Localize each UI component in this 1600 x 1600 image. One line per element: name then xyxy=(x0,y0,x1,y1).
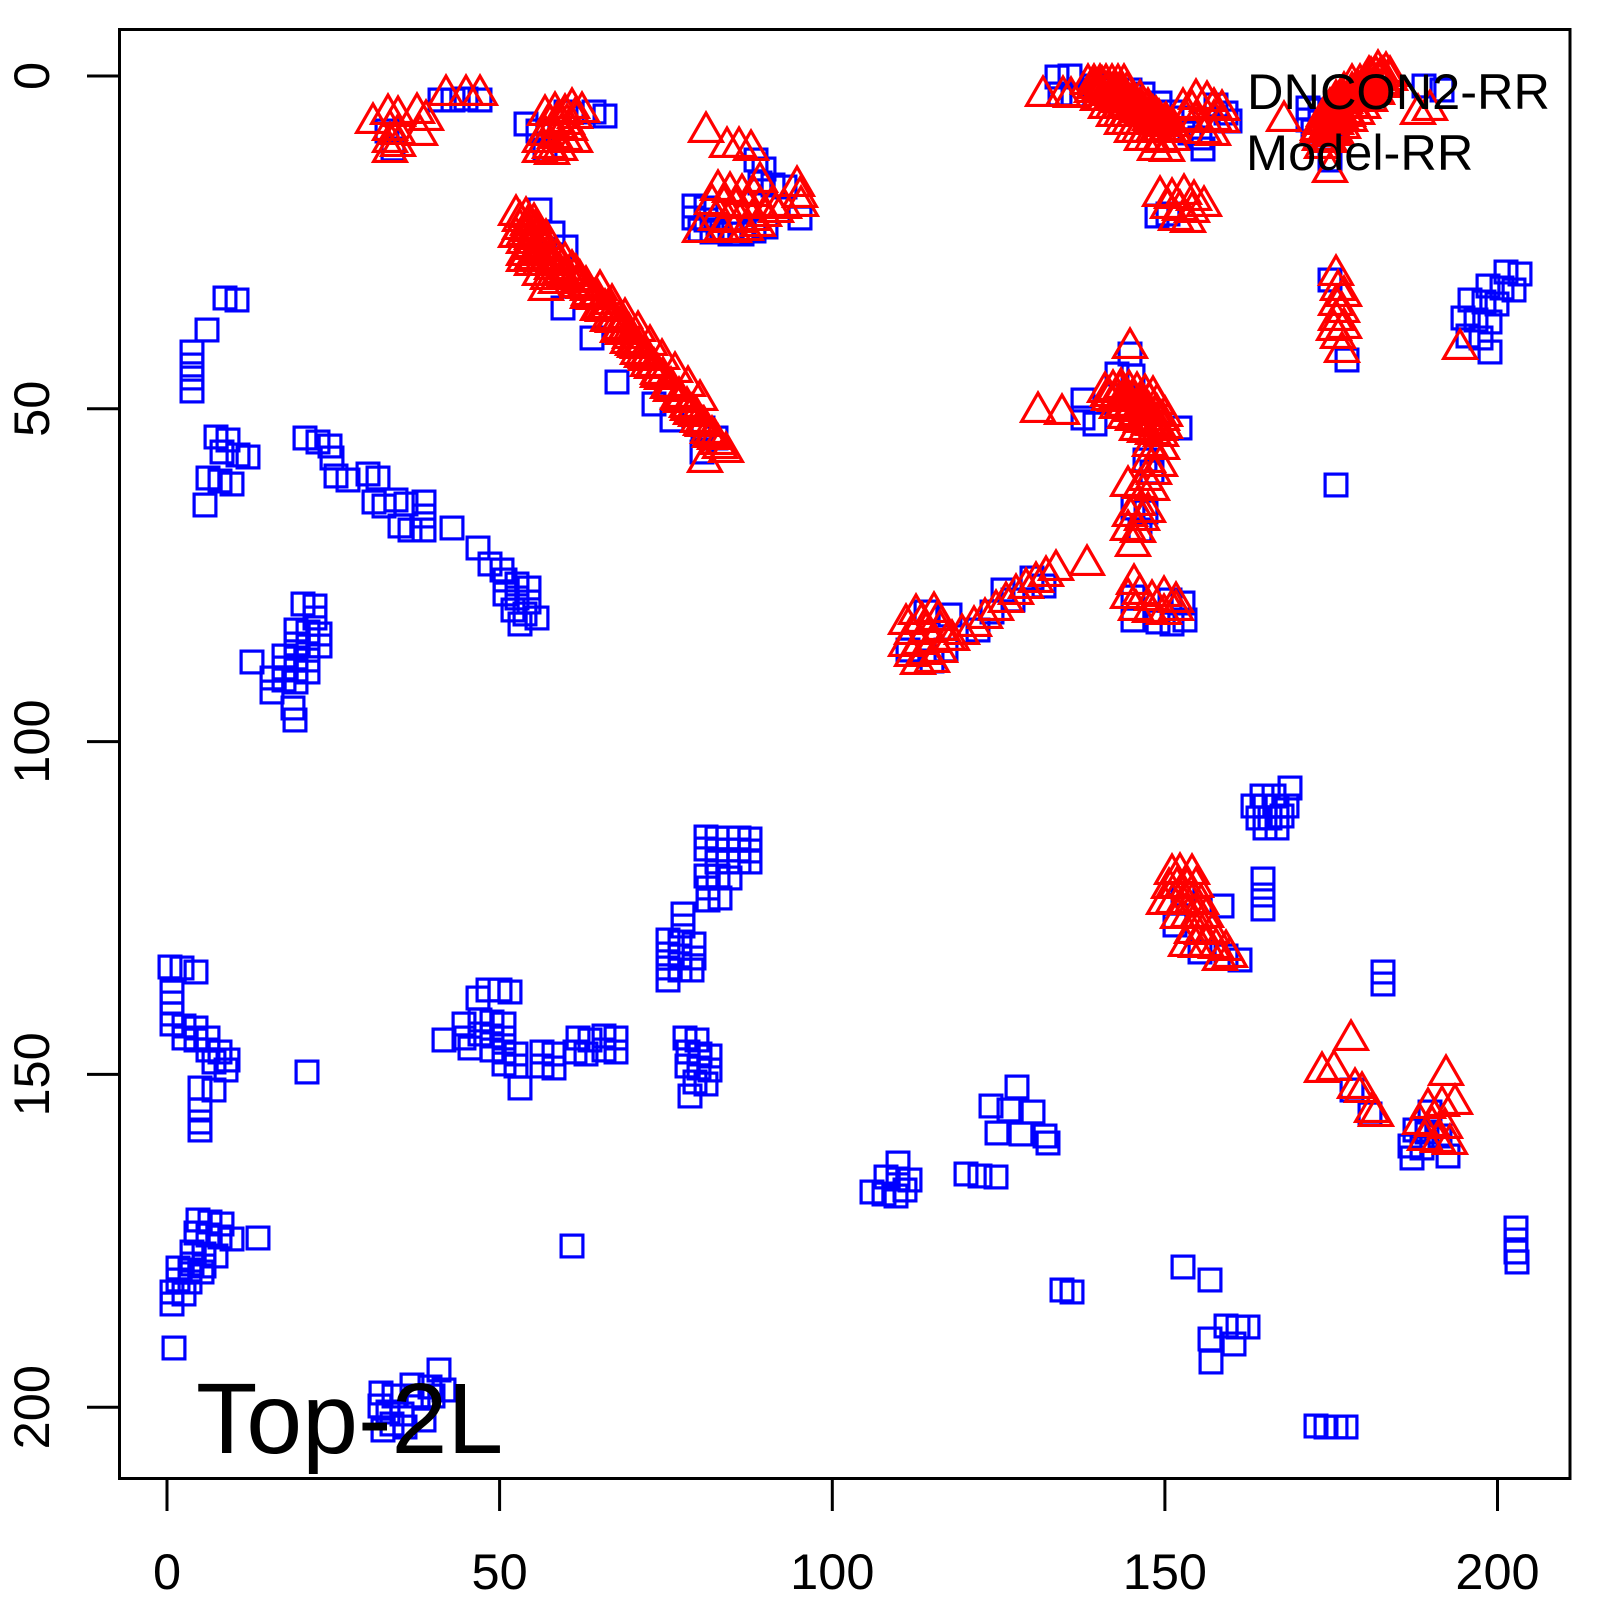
svg-text:200: 200 xyxy=(3,1365,60,1449)
svg-text:150: 150 xyxy=(1123,1543,1207,1600)
svg-text:Model-RR: Model-RR xyxy=(1246,124,1473,181)
svg-text:DNCON2-RR: DNCON2-RR xyxy=(1247,63,1550,120)
svg-text:150: 150 xyxy=(3,1032,60,1116)
svg-text:50: 50 xyxy=(3,381,60,437)
svg-text:100: 100 xyxy=(790,1543,874,1600)
svg-text:Top-2L: Top-2L xyxy=(196,1363,503,1475)
svg-text:0: 0 xyxy=(153,1543,181,1600)
svg-text:50: 50 xyxy=(472,1543,528,1600)
svg-text:0: 0 xyxy=(3,62,60,90)
svg-text:200: 200 xyxy=(1455,1543,1539,1600)
svg-text:100: 100 xyxy=(3,699,60,783)
